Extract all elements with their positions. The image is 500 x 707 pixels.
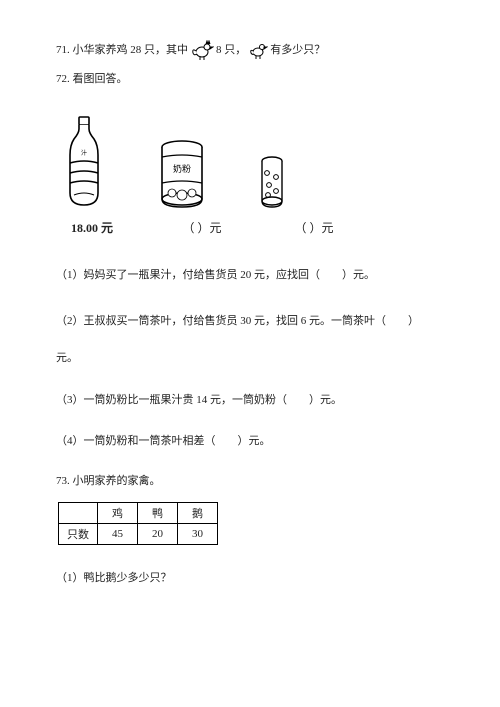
tea-can-price-blank: （ ）元 [290, 219, 338, 236]
table-col-goose: 鹅 [178, 503, 218, 524]
question-72-title: 72. 看图回答。 [56, 70, 450, 89]
table-cell: 20 [138, 524, 178, 545]
table-row-label: 只数 [59, 524, 98, 545]
q72-sub3: （3）一筒奶粉比一瓶果汁贵 14 元，一筒奶粉（ ）元。 [56, 391, 450, 410]
table-row: 只数 45 20 30 [59, 524, 218, 545]
rooster-icon [190, 40, 214, 60]
q72-sub4: （4）一筒奶粉和一筒茶叶相差（ ）元。 [56, 432, 450, 451]
table-header-blank [59, 503, 98, 524]
yuan-label: 元 [101, 221, 113, 235]
q71-text-3: 有多少只？ [270, 41, 325, 60]
q73-sub1: （1）鸭比鹅少多少只？ [56, 569, 450, 585]
juice-bottle-icon: 汁 [62, 115, 106, 211]
livestock-table: 鸡 鸭 鹅 只数 45 20 30 [58, 502, 218, 545]
table-cell: 45 [98, 524, 138, 545]
paren-left: （ [182, 221, 194, 235]
product-images-row: 汁 奶粉 [62, 115, 450, 211]
svg-text:汁: 汁 [81, 149, 87, 157]
bottle-price-number: 18.00 [71, 221, 98, 235]
q72-sub2-tail: 元。 [56, 349, 450, 365]
q71-text-2: 8 只， [216, 41, 246, 60]
yuan-label: 元 [210, 221, 222, 235]
paren-right: ） [309, 221, 321, 235]
milk-powder-price-blank: （ ）元 [172, 219, 232, 236]
q71-text-1: 71. 小华家养鸡 28 只，其中 [56, 41, 188, 60]
q72-sub2: （2）王叔叔买一筒茶叶，付给售货员 30 元，找回 6 元。一筒茶叶（ ） [56, 312, 450, 331]
paren-right: ） [197, 221, 209, 235]
question-73-title: 73. 小明家养的家禽。 [56, 472, 450, 488]
table-cell: 30 [178, 524, 218, 545]
svg-text:奶粉: 奶粉 [173, 163, 191, 174]
question-71: 71. 小华家养鸡 28 只，其中 8 只， [56, 40, 450, 60]
bottle-price: 18.00 元 [62, 219, 122, 236]
price-row: 18.00 元 （ ）元 （ ）元 [62, 219, 450, 236]
table-row: 鸡 鸭 鹅 [59, 503, 218, 524]
table-col-chicken: 鸡 [98, 503, 138, 524]
tea-can-icon [258, 155, 286, 211]
milk-powder-can-icon: 奶粉 [156, 139, 208, 211]
hen-icon [248, 41, 268, 59]
table-col-duck: 鸭 [138, 503, 178, 524]
paren-left: （ [294, 221, 306, 235]
q72-sub1: （1）妈妈买了一瓶果汁，付给售货员 20 元，应找回（ ）元。 [56, 266, 450, 285]
yuan-label: 元 [322, 221, 334, 235]
